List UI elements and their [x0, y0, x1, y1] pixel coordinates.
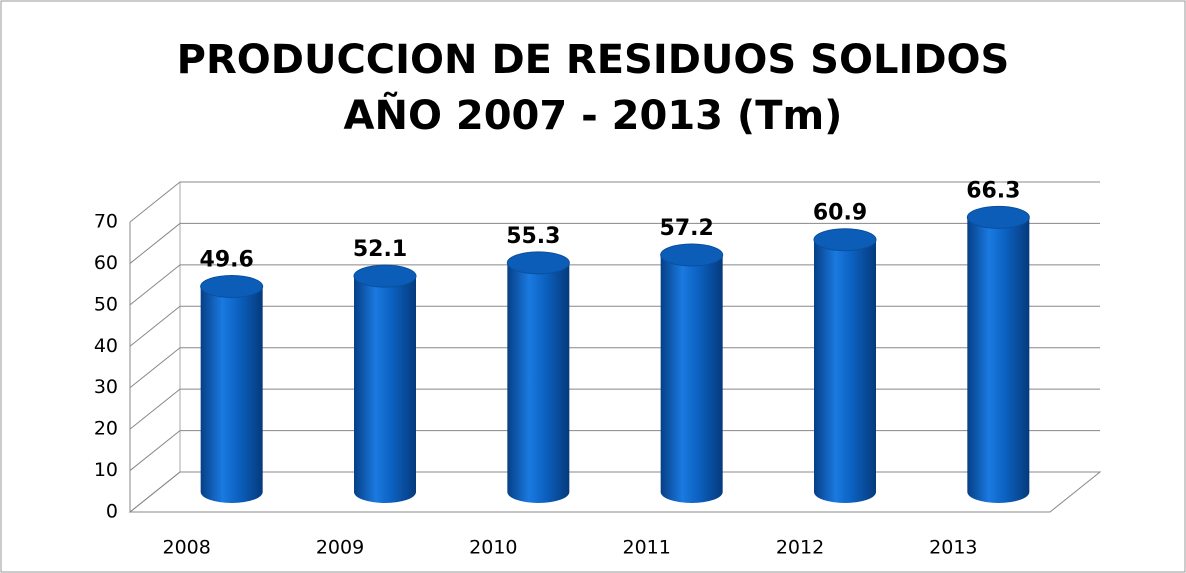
value-label: 55.3	[506, 224, 560, 249]
chart-title: PRODUCCION DE RESIDUOS SOLIDOS	[177, 37, 1010, 83]
bar	[354, 276, 416, 503]
bar	[660, 255, 723, 504]
grid-line	[129, 347, 1100, 389]
y-tick-label: 20	[94, 418, 118, 440]
grid-line	[129, 305, 1100, 347]
y-tick-label: 40	[94, 335, 118, 357]
y-tick-label: 50	[94, 293, 118, 315]
value-label: 52.1	[353, 237, 407, 262]
bar-top	[353, 264, 417, 288]
grid-line	[129, 471, 1100, 513]
x-tick-label: 2009	[316, 537, 364, 559]
grid-line	[129, 264, 1100, 306]
grid-line	[129, 388, 1100, 430]
y-tick-label: 60	[94, 252, 118, 274]
bar-top	[966, 205, 1030, 229]
chart-subtitle: AÑO 2007 - 2013 (Tm)	[344, 91, 843, 139]
bar-top	[200, 275, 264, 299]
grid-line	[129, 222, 1100, 264]
x-tick-label: 2011	[622, 537, 670, 559]
y-tick-label: 30	[94, 376, 118, 398]
bar	[967, 217, 1030, 503]
x-tick-label: 2012	[776, 537, 824, 559]
bar	[507, 262, 570, 504]
value-label: 49.6	[200, 248, 254, 273]
value-label: 57.2	[660, 216, 714, 241]
value-label: 60.9	[813, 201, 867, 226]
value-label: 66.3	[966, 178, 1020, 203]
bar-top	[660, 243, 724, 267]
x-tick-label: 2010	[469, 537, 517, 559]
bar-top	[506, 251, 570, 275]
y-tick-label: 0	[106, 501, 118, 523]
x-tick-label: 2008	[162, 537, 210, 559]
grid-line	[129, 430, 1100, 471]
bar	[200, 286, 263, 503]
y-tick-label: 70	[94, 211, 118, 233]
bar-top	[813, 228, 877, 252]
grid-line	[129, 181, 1100, 223]
y-tick-label: 10	[94, 459, 118, 481]
x-tick-label: 2013	[929, 537, 977, 559]
bar	[814, 239, 876, 503]
